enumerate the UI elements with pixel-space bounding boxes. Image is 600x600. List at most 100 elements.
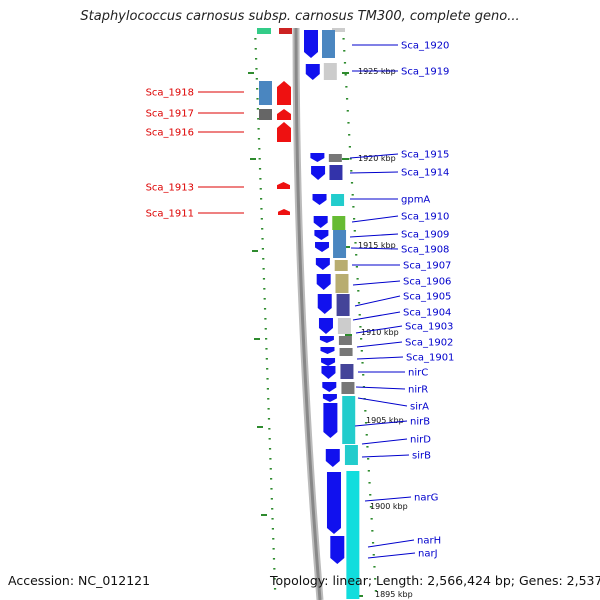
- gene-label[interactable]: Sca_1905: [403, 292, 451, 303]
- gene-box-forward[interactable]: [333, 230, 347, 258]
- gene-arrow-reverse[interactable]: [314, 230, 329, 240]
- gene-label[interactable]: narG: [414, 493, 438, 504]
- gene-box-forward[interactable]: [334, 260, 348, 271]
- gene-label[interactable]: Sca_1917: [146, 109, 194, 120]
- gene-arrow-reverse[interactable]: [304, 30, 318, 58]
- gene-box-sca-1918[interactable]: [259, 81, 272, 105]
- gene-label[interactable]: nirR: [408, 385, 428, 396]
- tick-mark: [350, 182, 354, 184]
- tick-mark: [269, 458, 272, 460]
- gene-arrow-reverse[interactable]: [320, 347, 335, 354]
- major-tick-mark: [356, 595, 363, 597]
- gene-arrow-reverse[interactable]: [325, 449, 340, 467]
- gene-arrow-sca-1917[interactable]: [277, 109, 291, 120]
- gene-label[interactable]: narJ: [418, 549, 438, 560]
- leader-line: [356, 341, 403, 348]
- gene-arrow-sca-1911[interactable]: [278, 209, 290, 215]
- gene-label[interactable]: Sca_1918: [146, 88, 194, 99]
- gene-label[interactable]: Sca_1911: [146, 209, 194, 220]
- tick-mark: [265, 338, 268, 340]
- gene-arrow-reverse[interactable]: [312, 194, 327, 205]
- gene-arrow-reverse[interactable]: [317, 294, 332, 314]
- gene-arrow-sca-1913[interactable]: [277, 182, 290, 189]
- gene-label[interactable]: Sca_1915: [401, 150, 449, 161]
- gene-arrow-reverse[interactable]: [315, 258, 330, 270]
- tick-mark: [255, 58, 258, 60]
- gene-label[interactable]: Sca_1907: [403, 261, 451, 272]
- gene-arrow-reverse[interactable]: [322, 394, 337, 402]
- gene-box-forward[interactable]: [323, 63, 337, 80]
- gene-arrow-reverse[interactable]: [322, 382, 337, 392]
- gene-arrow-reverse[interactable]: [319, 336, 334, 343]
- gene-arrow-reverse[interactable]: [315, 242, 330, 252]
- tick-mark: [263, 288, 266, 290]
- gene-box-forward[interactable]: [337, 318, 351, 334]
- gene-box-forward[interactable]: [341, 382, 355, 394]
- kbp-label: 1920 kbp: [358, 154, 396, 163]
- gene-box-forward[interactable]: [339, 348, 353, 356]
- gene-arrow-reverse[interactable]: [323, 403, 338, 438]
- gene-label[interactable]: Sca_1903: [405, 322, 453, 333]
- gene-label[interactable]: Sca_1919: [401, 67, 449, 78]
- gene-box-forward[interactable]: [328, 154, 342, 162]
- gene-label[interactable]: narH: [417, 536, 441, 547]
- gene-arrow-reverse[interactable]: [326, 472, 341, 534]
- tick-mark: [351, 194, 354, 196]
- gene-label[interactable]: sirB: [412, 451, 431, 462]
- kbp-label: 1910 kbp: [361, 328, 399, 337]
- tick-mark: [374, 590, 377, 592]
- gene-arrow-reverse[interactable]: [305, 64, 320, 80]
- gene-arrow-reverse[interactable]: [321, 366, 336, 379]
- gene-box-forward[interactable]: [332, 216, 346, 230]
- gene-box-forward[interactable]: [340, 364, 354, 379]
- gene-label[interactable]: nirC: [408, 368, 428, 379]
- gene-label[interactable]: Sca_1908: [401, 245, 449, 256]
- gene-box-forward[interactable]: [329, 165, 343, 180]
- leader-line: [349, 233, 399, 238]
- gene-labels[interactable]: Sca_1918 Sca_1917 Sca_1916 Sca_1913 Sca_1911…: [146, 41, 455, 560]
- tick-mark: [259, 188, 262, 190]
- tick-mark: [262, 278, 266, 280]
- gene-box-forward[interactable]: [336, 294, 350, 316]
- gene-label[interactable]: Sca_1901: [406, 353, 454, 364]
- gene-features[interactable]: [259, 30, 360, 599]
- gene-arrow-reverse[interactable]: [321, 358, 336, 366]
- gene-label[interactable]: nirD: [410, 435, 431, 446]
- tick-mark: [356, 278, 359, 280]
- gene-box-forward[interactable]: [335, 274, 349, 293]
- gene-label[interactable]: Sca_1906: [403, 277, 451, 288]
- gene-arrow-reverse[interactable]: [310, 153, 325, 162]
- strand-stub: [279, 28, 292, 34]
- gene-label[interactable]: nirB: [410, 417, 430, 428]
- gene-label[interactable]: Sca_1913: [146, 183, 194, 194]
- gene-label[interactable]: Sca_1909: [401, 230, 449, 241]
- gene-arrow-reverse[interactable]: [318, 318, 333, 334]
- gene-arrow-reverse[interactable]: [330, 536, 345, 564]
- tick-mark: [271, 528, 275, 530]
- gene-label[interactable]: Sca_1920: [401, 41, 449, 52]
- gene-arrow-reverse[interactable]: [316, 274, 331, 290]
- gene-label[interactable]: Sca_1916: [146, 128, 194, 139]
- gene-box-forward[interactable]: [344, 445, 358, 465]
- gene-arrow-reverse[interactable]: [311, 166, 326, 180]
- gene-arrow-sca-1918[interactable]: [277, 81, 291, 105]
- gene-label[interactable]: Sca_1902: [405, 338, 453, 349]
- gene-label[interactable]: Sca_1910: [401, 212, 449, 223]
- tick-mark: [366, 446, 369, 448]
- gene-box-forward[interactable]: [322, 30, 335, 58]
- gene-box-forward[interactable]: [346, 471, 360, 599]
- tick-mark: [347, 122, 350, 124]
- gene-label[interactable]: sirA: [410, 402, 429, 413]
- gene-box-forward[interactable]: [342, 396, 356, 444]
- tick-mark: [272, 538, 275, 540]
- gene-box-forward[interactable]: [331, 194, 345, 206]
- gene-box-forward[interactable]: [338, 336, 352, 345]
- gene-box-sca-1917[interactable]: [259, 109, 272, 120]
- gene-arrow-reverse[interactable]: [313, 216, 328, 228]
- gene-label[interactable]: Sca_1914: [401, 168, 449, 179]
- gene-label[interactable]: Sca_1904: [403, 308, 451, 319]
- gene-label[interactable]: gpmA: [401, 195, 430, 206]
- gene-arrow-sca-1916[interactable]: [277, 122, 291, 142]
- tick-mark: [258, 158, 261, 160]
